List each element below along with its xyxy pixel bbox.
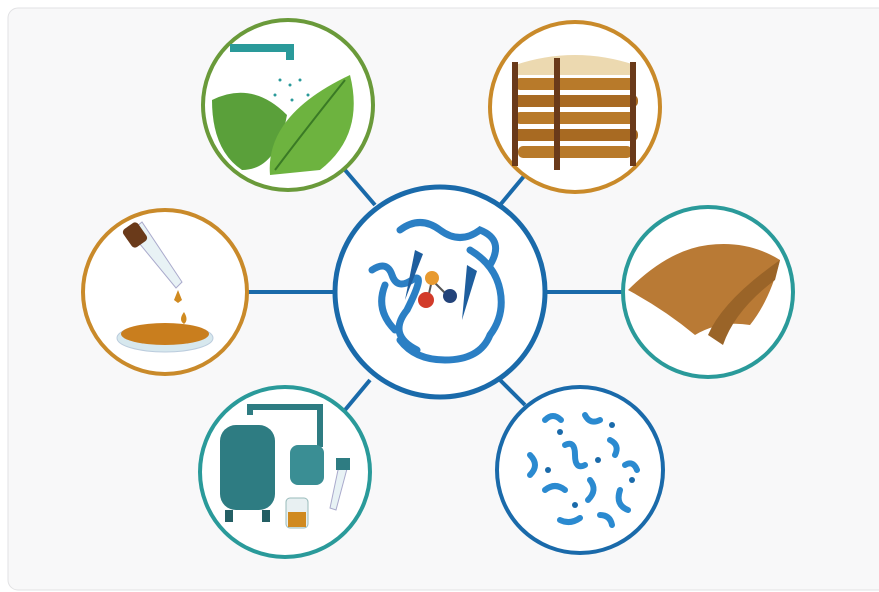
drying-leaves	[490, 22, 660, 192]
page	[0, 0, 879, 592]
illustration	[0, 0, 879, 592]
extraction-equipment	[200, 387, 370, 557]
leaves-washing	[203, 20, 373, 190]
peptide-fragments	[497, 387, 663, 553]
center-protein	[335, 187, 545, 397]
dropper-dish	[83, 210, 247, 374]
sheet	[623, 207, 793, 377]
